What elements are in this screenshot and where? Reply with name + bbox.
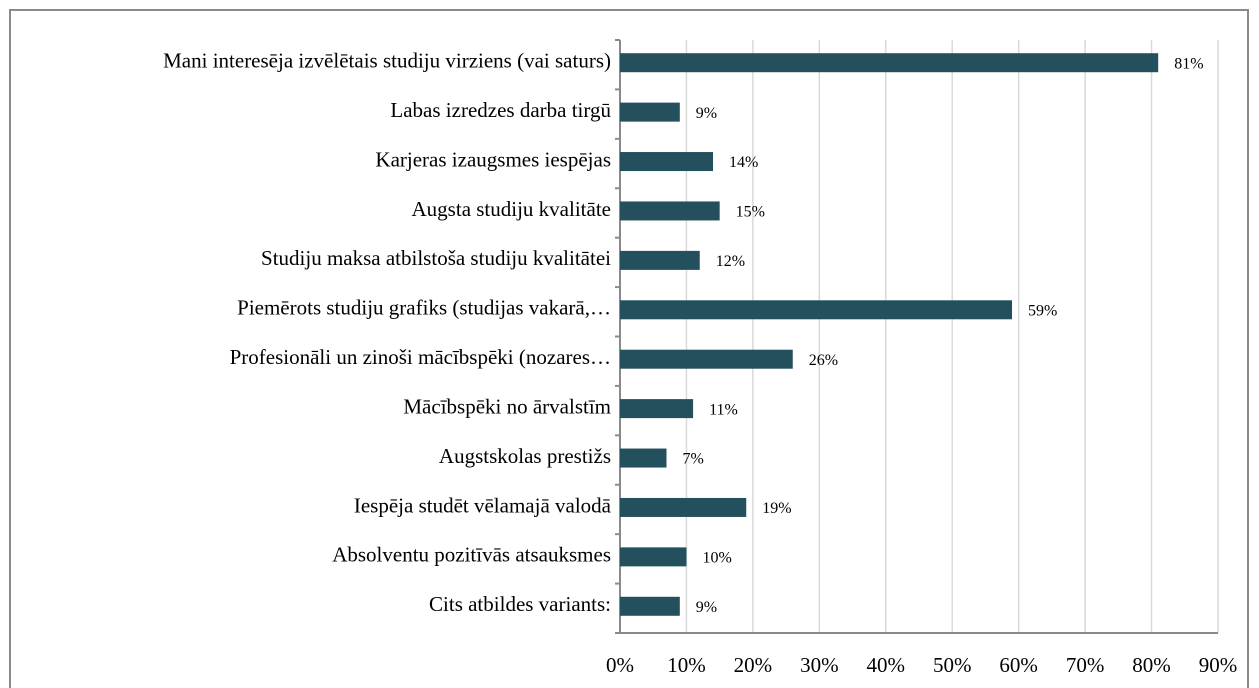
bar [620,53,1159,73]
x-tick-label: 40% [867,653,906,677]
x-tick-label: 30% [800,653,839,677]
data-label: 9% [696,599,717,616]
bar [620,399,694,419]
chart-frame [9,9,1249,688]
x-tick-label: 20% [734,653,773,677]
x-tick-label: 80% [1132,653,1171,677]
x-tick-label: 60% [999,653,1038,677]
bar [620,596,680,616]
data-label: 19% [762,500,791,517]
data-label: 26% [809,352,838,369]
data-label: 81% [1174,55,1203,72]
y-tick-label: Piemērots studiju grafiks (studijas vaka… [237,296,611,320]
x-tick-label: 50% [933,653,972,677]
y-tick-label: Studiju maksa atbilstoša studiju kvalitā… [261,246,611,270]
y-tick-label: Profesionāli un zinoši mācībspēki (nozar… [230,345,611,369]
bar [620,300,1013,320]
data-label: 10% [702,550,731,567]
x-tick-label: 90% [1199,653,1238,677]
data-label: 15% [736,204,765,221]
y-tick-label: Labas izredzes darba tirgū [390,98,611,122]
x-tick-label: 10% [667,653,706,677]
y-tick-label: Augsta studiju kvalitāte [412,197,611,221]
data-label: 14% [729,154,758,171]
bar [620,448,667,468]
bar [620,250,700,270]
data-label: 59% [1028,302,1057,319]
bar [620,102,680,122]
y-tick-label: Mani interesēja izvēlētais studiju virzi… [163,49,611,73]
bar [620,152,714,172]
y-tick-label: Augstskolas prestižs [439,444,611,468]
data-label: 7% [683,451,704,468]
bar [620,349,793,369]
y-tick-label: Iespēja studēt vēlamajā valodā [354,493,612,517]
y-tick-label: Mācībspēki no ārvalstīm [403,394,611,418]
x-tick-label: 70% [1066,653,1105,677]
bar [620,497,747,517]
data-label: 9% [696,105,717,122]
data-label: 12% [716,253,745,270]
y-tick-label: Absolventu pozitīvās atsauksmes [332,543,611,567]
bar [620,201,720,221]
bar [620,547,687,567]
y-tick-label: Karjeras izaugsmes iespējas [375,147,611,171]
y-tick-label: Cits atbildes variants: [429,592,611,616]
x-tick-label: 0% [606,653,634,677]
data-label: 11% [709,401,738,418]
